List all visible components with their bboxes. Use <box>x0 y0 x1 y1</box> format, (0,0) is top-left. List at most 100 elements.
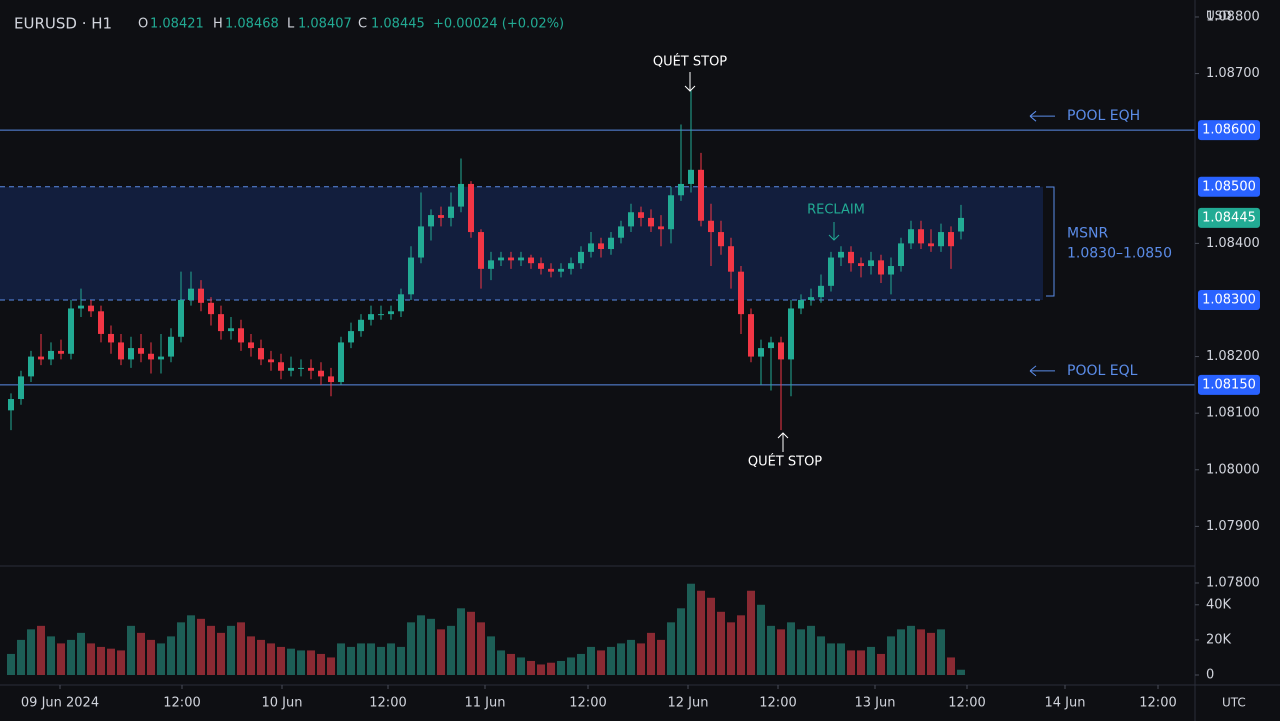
volume-bar <box>867 646 875 675</box>
candle-body <box>68 308 74 354</box>
volume-bar <box>587 646 595 675</box>
volume-bar <box>817 636 825 675</box>
volume-bar <box>287 648 295 675</box>
candle-body <box>108 333 114 343</box>
volume-bar <box>127 625 135 675</box>
ohlc-value: 1.08407 <box>298 17 352 32</box>
volume-bar <box>27 629 35 675</box>
candle-body <box>398 294 404 312</box>
candle-body <box>698 169 704 221</box>
y-tick-label: 1.08800 <box>1206 9 1260 24</box>
ohlc-value: 1.08445 <box>371 17 425 32</box>
x-tick-label: 13 Jun <box>855 696 896 711</box>
candle-body <box>298 367 304 369</box>
candle-body <box>368 314 374 320</box>
volume-bar <box>417 615 425 675</box>
candle-body <box>728 246 734 272</box>
candle-body <box>488 260 494 269</box>
candle-body <box>948 232 954 247</box>
x-tick-label: 12:00 <box>948 696 985 711</box>
candle-body <box>588 243 594 252</box>
volume-bar <box>747 590 755 675</box>
candle-body <box>598 243 604 250</box>
volume-bar <box>687 583 695 675</box>
candle-body <box>618 226 624 238</box>
candle-body <box>28 356 34 377</box>
candle-body <box>758 348 764 357</box>
price-tag <box>1198 120 1260 141</box>
y-axis-unit: USD <box>1206 9 1232 23</box>
annotation: QUÉT STOP <box>748 454 822 470</box>
volume-bar <box>927 632 935 675</box>
volume-bar <box>137 632 145 675</box>
volume-bar <box>657 639 665 675</box>
volume-bar <box>637 643 645 675</box>
candle-body <box>658 226 664 230</box>
x-tick-label: 09 Jun 2024 <box>21 696 99 711</box>
volume-bar <box>737 615 745 675</box>
volume-bar <box>877 653 885 675</box>
candle-body <box>778 342 784 360</box>
candle-body <box>238 328 244 343</box>
candle-body <box>848 251 854 264</box>
volume-bar <box>787 622 795 675</box>
annotation-arrow <box>777 432 789 452</box>
level-arrow <box>1029 110 1055 122</box>
volume-bar <box>147 639 155 675</box>
candle-body <box>278 362 284 371</box>
candle-body <box>868 260 874 267</box>
candle-body <box>958 217 964 232</box>
volume-bar <box>527 660 535 675</box>
candle-body <box>258 348 264 360</box>
volume-bar <box>117 650 125 675</box>
volume-bar <box>427 618 435 675</box>
volume-bar <box>207 625 215 675</box>
volume-bar <box>267 643 275 675</box>
volume-bar <box>857 650 865 675</box>
volume-bar <box>937 629 945 675</box>
current-price-label: 1.08445 <box>1202 210 1256 225</box>
candle-body <box>358 319 364 332</box>
volume-bar <box>377 646 385 675</box>
zone-name: MSNR <box>1067 225 1108 241</box>
candle-body <box>188 288 194 300</box>
volume-tick-label: 40K <box>1206 597 1232 612</box>
volume-bar <box>297 650 305 675</box>
volume-bar <box>627 639 635 675</box>
zone-bracket <box>1046 186 1055 297</box>
volume-bar <box>177 622 185 675</box>
candle-body <box>788 308 794 360</box>
volume-bar <box>457 608 465 675</box>
candle-body <box>328 376 334 383</box>
candle-body <box>808 297 814 300</box>
volume-bar <box>257 639 265 675</box>
level-arrow <box>1029 365 1055 377</box>
volume-bar <box>847 650 855 675</box>
candle-body <box>148 353 154 360</box>
volume-bar <box>617 643 625 675</box>
candle-body <box>718 232 724 247</box>
candle-body <box>48 350 54 360</box>
volume-bar <box>557 660 565 675</box>
zone-layer <box>0 186 1043 301</box>
candle-body <box>408 257 414 295</box>
x-tick-label: 14 Jun <box>1045 696 1086 711</box>
candle-body <box>518 257 524 261</box>
candle-body <box>268 359 274 363</box>
candle-body <box>478 232 484 269</box>
candle-body <box>928 243 934 247</box>
candle-body <box>338 342 344 383</box>
x-tick-label: 10 Jun <box>262 696 303 711</box>
price-tag-label: 1.08600 <box>1202 123 1256 138</box>
candle-body <box>158 356 164 360</box>
candle-body <box>228 328 234 332</box>
volume-bar <box>7 653 15 675</box>
candle-body <box>248 342 254 349</box>
candle-body <box>348 331 354 343</box>
candle-body <box>638 212 644 218</box>
volume-bar <box>897 629 905 675</box>
candle-body <box>828 257 834 286</box>
ohlc-key: L <box>287 17 295 32</box>
candle-body <box>558 268 564 272</box>
